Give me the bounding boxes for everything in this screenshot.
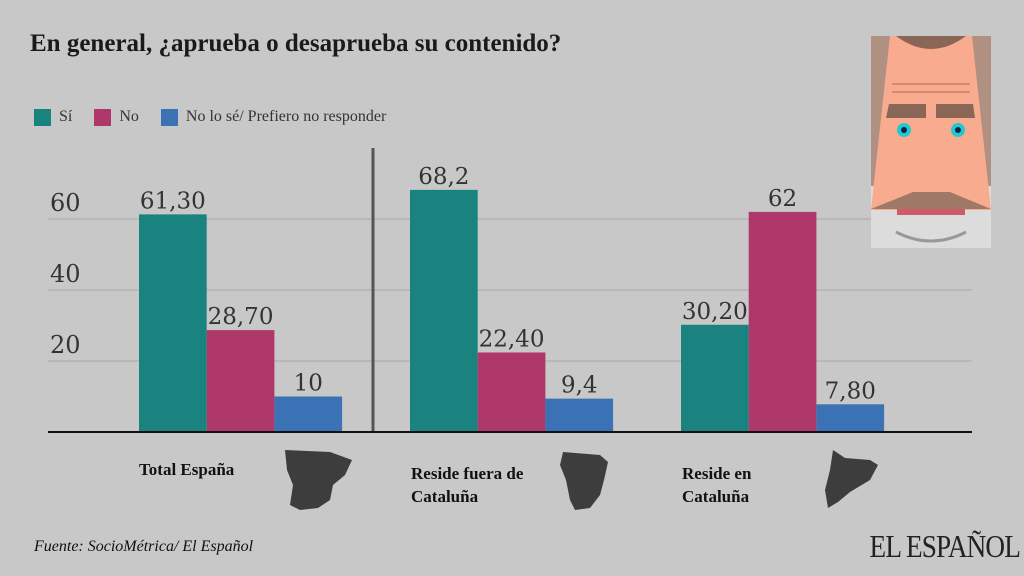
bar (477, 352, 546, 432)
legend-swatch (94, 108, 112, 126)
legend-label: Sí (59, 108, 73, 125)
legend: Sí No No lo sé/ Prefiero no responder (34, 108, 386, 126)
data-label: 10 (294, 371, 323, 397)
legend-item-no: No (94, 108, 139, 126)
bar (206, 330, 275, 432)
data-label: 62 (768, 186, 797, 212)
category-label: Reside en Cataluña (682, 464, 752, 506)
source-note: Fuente: SocioMétrica/ El Español (34, 538, 254, 555)
el-espanol-logo: EL ESPAÑOL (869, 528, 1021, 564)
legend-item-si: Sí (34, 108, 72, 126)
bar (274, 396, 343, 432)
bar (816, 404, 885, 432)
category-label: Total España (139, 460, 235, 479)
category-label: Reside fuera de Cataluña (411, 464, 524, 506)
data-label: 9,4 (561, 373, 598, 399)
data-label: 68,2 (418, 164, 469, 190)
bar (748, 211, 817, 432)
bar (410, 189, 478, 432)
legend-label: No lo sé/ Prefiero no responder (185, 108, 387, 125)
legend-item-nsnc: No lo sé/ Prefiero no responder (160, 108, 387, 126)
y-tick-label: 40 (50, 260, 81, 288)
data-label: 61,30 (140, 188, 206, 214)
bar (681, 324, 749, 432)
y-tick-label: 20 (50, 331, 81, 359)
bar (545, 398, 614, 432)
data-label: 28,70 (208, 304, 274, 330)
chart-title: En general, ¿aprueba o desaprueba su con… (30, 30, 562, 57)
legend-swatch (34, 108, 51, 126)
data-label: 7,80 (825, 378, 876, 404)
data-label: 22,40 (479, 326, 545, 352)
legend-label: No (119, 108, 139, 125)
legend-swatch (160, 108, 178, 126)
data-label: 30,20 (682, 299, 748, 325)
bar (139, 214, 207, 432)
y-tick-label: 60 (50, 189, 81, 217)
